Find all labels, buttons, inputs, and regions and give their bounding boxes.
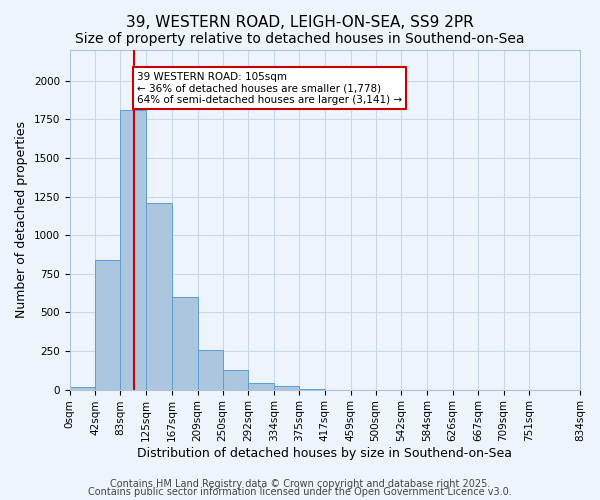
Text: Size of property relative to detached houses in Southend-on-Sea: Size of property relative to detached ho… — [75, 32, 525, 46]
Bar — [223, 370, 248, 390]
Bar — [146, 203, 172, 390]
Text: Contains HM Land Registry data © Crown copyright and database right 2025.: Contains HM Land Registry data © Crown c… — [110, 479, 490, 489]
Y-axis label: Number of detached properties: Number of detached properties — [15, 122, 28, 318]
Bar — [70, 386, 95, 390]
Text: Contains public sector information licensed under the Open Government Licence v3: Contains public sector information licen… — [88, 487, 512, 497]
Bar — [121, 110, 146, 390]
Bar — [248, 382, 274, 390]
X-axis label: Distribution of detached houses by size in Southend-on-Sea: Distribution of detached houses by size … — [137, 447, 512, 460]
Bar — [274, 386, 299, 390]
Text: 39 WESTERN ROAD: 105sqm
← 36% of detached houses are smaller (1,778)
64% of semi: 39 WESTERN ROAD: 105sqm ← 36% of detache… — [137, 72, 402, 105]
Bar — [95, 260, 121, 390]
Bar — [172, 297, 197, 390]
Bar — [299, 389, 325, 390]
Text: 39, WESTERN ROAD, LEIGH-ON-SEA, SS9 2PR: 39, WESTERN ROAD, LEIGH-ON-SEA, SS9 2PR — [126, 15, 474, 30]
Bar — [197, 350, 223, 390]
